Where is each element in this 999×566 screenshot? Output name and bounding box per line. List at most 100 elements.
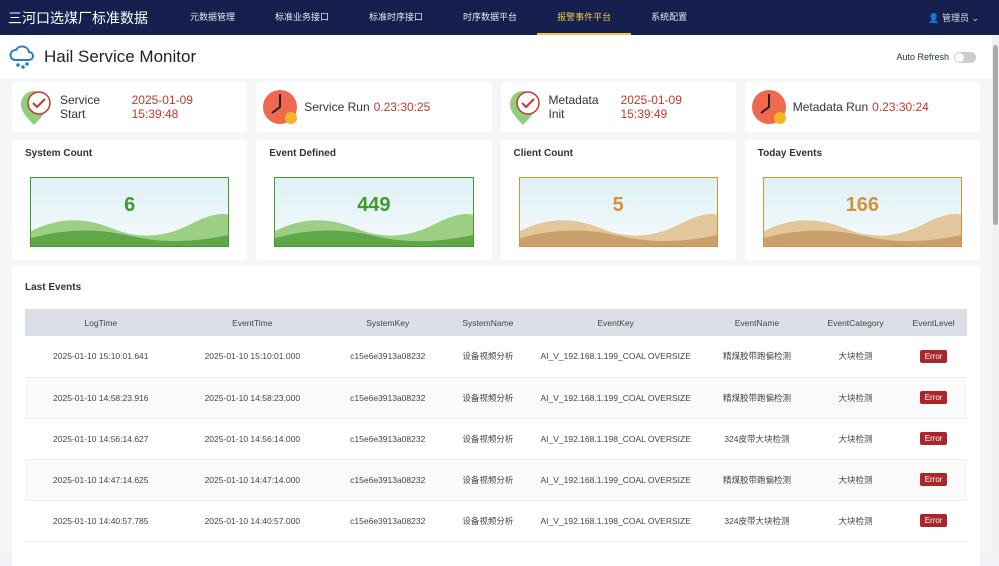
scrollbar[interactable] <box>992 35 999 553</box>
main-nav: 元数据管理 标准业务接口 标准时序接口 时序数据平台 报警事件平台 系统配置 <box>170 0 707 35</box>
table-cell: c15e6e3913a08232 <box>328 377 448 419</box>
table-row[interactable]: 2025-01-10 14:58:23.916 2025-01-10 14:58:… <box>25 377 967 419</box>
status-value: 0.23:30:24 <box>872 100 929 114</box>
nav-item[interactable]: 系统配置 <box>651 12 688 22</box>
table-cell: 大块检测 <box>810 377 901 419</box>
user-name: 管理员 <box>941 13 969 23</box>
clock-icon <box>751 88 789 126</box>
table-cell: Error <box>900 377 967 419</box>
column-header: SystemKey <box>328 309 448 336</box>
cell-text: AI_V_192.168.1.199_COAL OVERSIZE <box>540 474 691 485</box>
main-content: Hail Service Monitor Auto Refresh Servic… <box>0 35 992 566</box>
cell-text: 2025-01-10 14:40:57.785 <box>53 515 149 526</box>
table-cell: AI_V_192.168.1.198_COAL OVERSIZE <box>528 418 703 460</box>
brand-title: 三河口选煤厂标准数据 <box>8 9 148 26</box>
cell-text: 精煤胶带跑偏检测 <box>722 392 791 403</box>
cell-text: AI_V_192.168.1.199_COAL OVERSIZE <box>540 392 691 403</box>
table-cell: 设备视频分析 <box>447 377 529 419</box>
cell-text: 大块检测 <box>838 392 873 403</box>
table-cell: 精煤胶带跑偏检测 <box>702 377 811 419</box>
cell-text: AI_V_192.168.1.199_COAL OVERSIZE <box>540 351 691 362</box>
cell-text: 设备视频分析 <box>462 433 514 444</box>
cell-text: AI_V_192.168.1.198_COAL OVERSIZE <box>540 515 691 526</box>
cell-text: 设备视频分析 <box>462 392 514 403</box>
status-value: 2025-01-09 15:39:49 <box>620 93 682 121</box>
user-menu[interactable]: 👤 管理员 ⌄ <box>928 13 979 23</box>
table-cell: 大块检测 <box>810 418 901 460</box>
cell-text: 2025-01-10 14:56:14.627 <box>53 433 149 444</box>
table-row[interactable]: 2025-01-10 14:40:57.785 2025-01-10 14:40:… <box>25 500 967 542</box>
cell-text: 精煤胶带跑偏检测 <box>722 474 791 485</box>
table-row[interactable]: 2025-01-10 15:10:01.641 2025-01-10 15:10:… <box>25 336 967 378</box>
table-cell: 2025-01-10 14:58:23.000 <box>176 377 329 419</box>
status-label: Service Start <box>60 93 101 121</box>
count-value: 5 <box>612 194 624 216</box>
table-row[interactable]: 2025-01-10 14:47:14.625 2025-01-10 14:47:… <box>25 459 967 501</box>
table-cell: 设备视频分析 <box>447 336 529 378</box>
cell-text: 设备视频分析 <box>462 515 514 526</box>
column-header: EventTime <box>176 309 329 336</box>
cell-text: 2025-01-10 14:47:14.000 <box>204 474 301 485</box>
cell-text: 2025-01-10 15:10:01.641 <box>53 351 149 362</box>
map-pin-check-icon <box>507 88 545 126</box>
nav-item[interactable]: 标准业务接口 <box>275 12 330 22</box>
auto-refresh-toggle[interactable] <box>954 51 976 63</box>
event-level-badge: Error <box>919 432 948 445</box>
table-cell: 324皮带大块检测 <box>702 500 811 542</box>
table-cell: 精煤胶带跑偏检测 <box>702 336 811 378</box>
cell-text: c15e6e3913a08232 <box>350 392 426 403</box>
cell-text: c15e6e3913a08232 <box>350 351 426 362</box>
cell-text: 2025-01-10 14:58:23.000 <box>204 392 301 403</box>
table-cell: AI_V_192.168.1.198_COAL OVERSIZE <box>528 500 703 542</box>
table-cell: AI_V_192.168.1.199_COAL OVERSIZE <box>528 459 703 501</box>
table-cell: Error <box>900 459 967 501</box>
top-bar: 三河口选煤厂标准数据 元数据管理 标准业务接口 标准时序接口 时序数据平台 报警事件平台… <box>0 0 999 35</box>
count-value: 449 <box>357 194 391 216</box>
auto-refresh: Auto Refresh <box>896 51 976 63</box>
table-cell: AI_V_192.168.1.199_COAL OVERSIZE <box>528 336 703 378</box>
table-cell: 2025-01-10 14:47:14.000 <box>176 459 329 501</box>
event-level-badge: Error <box>919 391 948 404</box>
table-row[interactable]: 2025-01-10 14:56:14.627 2025-01-10 14:56:… <box>25 418 967 460</box>
table-cell: 精煤胶带跑偏检测 <box>702 459 811 501</box>
table-cell: 2025-01-10 14:56:14.627 <box>25 418 177 460</box>
table-cell: 大块检测 <box>810 459 901 501</box>
table-cell: 324皮带大块检测 <box>702 418 811 460</box>
table-cell: Error <box>900 336 967 378</box>
count-value: 6 <box>124 194 136 216</box>
column-header: EventCategory <box>810 309 901 336</box>
cell-text: 大块检测 <box>838 474 873 485</box>
table-cell: 设备视频分析 <box>447 418 529 460</box>
map-pin-check-icon <box>18 88 56 126</box>
nav-item[interactable]: 报警事件平台 <box>537 0 632 35</box>
status-label: Metadata Init <box>548 93 599 121</box>
table-cell: Error <box>900 418 967 460</box>
column-header: EventKey <box>528 309 703 336</box>
table-cell: 2025-01-10 14:40:57.000 <box>176 500 329 542</box>
count-box: 6 <box>30 177 230 247</box>
cell-text: 设备视频分析 <box>462 474 514 485</box>
table-cell: Error <box>900 500 967 542</box>
nav-item[interactable]: 时序数据平台 <box>463 12 518 22</box>
cell-text: 精煤胶带跑偏检测 <box>722 351 791 362</box>
count-value: 166 <box>845 194 880 216</box>
status-card: Service Start 2025-01-09 15:39:48 <box>12 82 248 132</box>
events-table: LogTime EventTime SystemKey SystemName Event… <box>25 309 967 542</box>
cell-text: 设备视频分析 <box>462 351 514 362</box>
cell-text: 2025-01-10 14:47:14.625 <box>53 474 149 485</box>
nav-item[interactable]: 标准时序接口 <box>369 12 424 22</box>
nav-item[interactable]: 元数据管理 <box>190 12 236 22</box>
count-card: System Count 6 <box>12 140 248 260</box>
cell-text: c15e6e3913a08232 <box>350 515 426 526</box>
table-cell: 2025-01-10 15:10:01.000 <box>176 336 329 378</box>
table-cell: 2025-01-10 14:56:14.000 <box>176 418 329 460</box>
status-value: 0.23:30:25 <box>373 100 431 114</box>
status-card: Metadata Init 2025-01-09 15:39:49 <box>500 82 736 132</box>
count-label: Today Events <box>757 148 823 159</box>
table-cell: 设备视频分析 <box>447 500 529 542</box>
cell-text: c15e6e3913a08232 <box>350 474 426 485</box>
cell-text: AI_V_192.168.1.198_COAL OVERSIZE <box>540 433 691 444</box>
cell-text: 324皮带大块检测 <box>724 515 790 526</box>
count-box: 5 <box>518 177 718 247</box>
table-cell: 设备视频分析 <box>447 459 529 501</box>
